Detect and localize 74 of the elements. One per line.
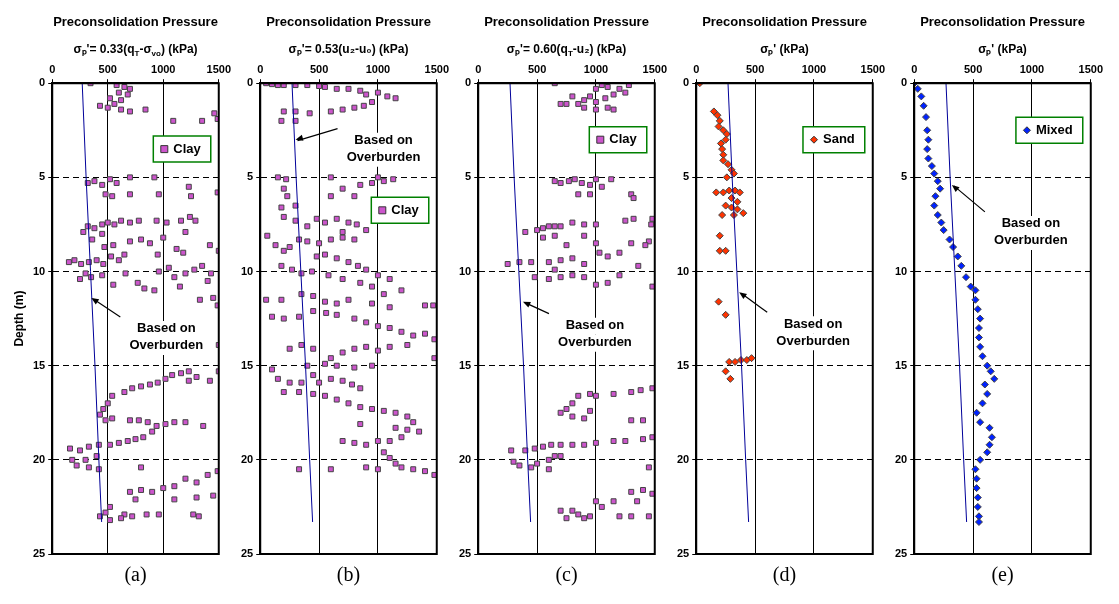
y-tick-label: 0 bbox=[901, 76, 908, 89]
y-tick-label: 5 bbox=[901, 170, 908, 183]
y-tick-label: 5 bbox=[683, 170, 690, 183]
y-tick-label: 5 bbox=[39, 170, 46, 183]
chart-title: Preconsolidation Pressure bbox=[920, 13, 1085, 29]
x-tick-label: 1000 bbox=[365, 62, 391, 75]
x-tick-label: 500 bbox=[963, 62, 983, 75]
chart-title: Preconsolidation Pressure bbox=[53, 13, 218, 29]
text: (e) bbox=[991, 563, 1014, 587]
x-tick-label: 0 bbox=[475, 62, 482, 75]
y-tick-label: 25 bbox=[894, 547, 908, 560]
chart-title: Preconsolidation Pressure bbox=[702, 13, 867, 29]
y-tick-label: 0 bbox=[39, 76, 46, 89]
y-tick-label: 20 bbox=[676, 452, 690, 465]
y-tick-label: 0 bbox=[683, 76, 690, 89]
y-tick-label: 10 bbox=[240, 264, 254, 277]
x-tick-label: 1500 bbox=[642, 62, 668, 75]
x-tick-label: 1000 bbox=[151, 62, 176, 75]
y-tick-label: 5 bbox=[465, 170, 472, 183]
y-tick-label: 15 bbox=[240, 358, 254, 371]
y-tick-label: 20 bbox=[894, 452, 908, 465]
x-tick-label: 1500 bbox=[206, 62, 232, 75]
x-tick-label: 1000 bbox=[583, 62, 609, 75]
legend-label: Mixed bbox=[1035, 121, 1073, 137]
y-tick-label: 0 bbox=[247, 76, 254, 89]
x-tick-label: 500 bbox=[309, 62, 329, 75]
y-tick-label: 25 bbox=[240, 547, 254, 560]
y-tick-label: 15 bbox=[676, 358, 690, 371]
x-tick-label: 0 bbox=[49, 62, 56, 75]
y-tick-label: 10 bbox=[32, 264, 46, 277]
legend-label: Clay bbox=[173, 140, 202, 156]
y-tick-label: 20 bbox=[240, 452, 254, 465]
annotation: Based on Overburden bbox=[994, 215, 1068, 248]
y-tick-label: 15 bbox=[458, 358, 472, 371]
legend-label: Clay bbox=[609, 131, 638, 147]
x-tick-label: 1000 bbox=[801, 62, 827, 75]
x-tick-label: 0 bbox=[911, 62, 918, 75]
annotation: Based on Overburden bbox=[129, 320, 204, 353]
x-tick-label: 500 bbox=[98, 62, 117, 75]
x-axis-title: σₚ'= 0.53(u₂-u₀) (kPa) bbox=[288, 42, 409, 58]
x-tick-label: 1500 bbox=[1078, 62, 1104, 75]
x-axis-title: σₚ' (kPa) bbox=[760, 42, 809, 58]
x-tick-label: 1500 bbox=[424, 62, 450, 75]
y-tick-label: 10 bbox=[894, 264, 908, 277]
x-tick-label: 1000 bbox=[1019, 62, 1045, 75]
y-tick-label: 0 bbox=[465, 76, 472, 89]
y-tick-label: 25 bbox=[32, 547, 46, 560]
legend-label: Clay bbox=[391, 201, 420, 217]
chart-title: Preconsolidation Pressure bbox=[484, 13, 649, 29]
y-tick-label: 15 bbox=[894, 358, 908, 371]
x-tick-label: 1500 bbox=[860, 62, 886, 75]
annotation: Based on Overburden bbox=[776, 315, 851, 348]
x-tick-label: 0 bbox=[693, 62, 700, 75]
legend-label: Sand bbox=[822, 131, 855, 147]
y-tick-label: 10 bbox=[676, 264, 690, 277]
x-tick-label: 0 bbox=[257, 62, 264, 75]
y-tick-label: 5 bbox=[247, 170, 254, 183]
annotation: Based on Overburden bbox=[558, 317, 632, 350]
chart-title: Preconsolidation Pressure bbox=[266, 13, 431, 29]
text: (a) bbox=[124, 563, 147, 587]
annotation: Based on Overburden bbox=[346, 132, 421, 165]
y-tick-label: 25 bbox=[458, 547, 472, 560]
y-tick-label: 10 bbox=[458, 264, 472, 277]
y-tick-label: 20 bbox=[32, 452, 46, 465]
y-axis-title: Depth (m) bbox=[12, 290, 27, 347]
text: (c) bbox=[555, 563, 578, 587]
x-tick-label: 500 bbox=[527, 62, 547, 75]
y-tick-label: 25 bbox=[676, 547, 690, 560]
x-axis-title: σₚ' (kPa) bbox=[978, 42, 1027, 58]
y-tick-label: 15 bbox=[32, 358, 46, 371]
text: (b) bbox=[336, 563, 361, 587]
text: (d) bbox=[772, 563, 797, 587]
x-tick-label: 500 bbox=[745, 62, 765, 75]
y-tick-label: 20 bbox=[458, 452, 472, 465]
